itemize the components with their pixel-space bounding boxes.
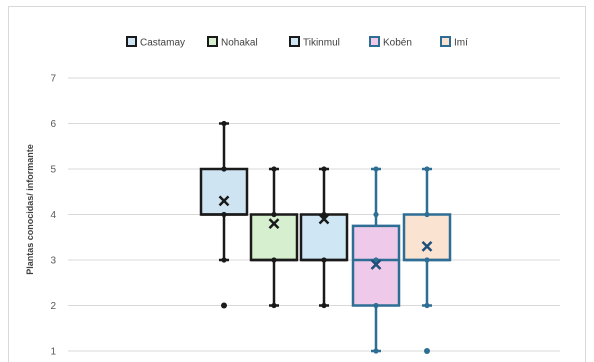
data-point-kobén: [373, 302, 379, 309]
legend-label-castamay: Castamay: [140, 38, 185, 49]
mean-marker-imí: [421, 240, 433, 252]
y-tick-label: 2: [50, 301, 56, 312]
y-tick-label: 3: [50, 256, 56, 267]
data-point-nohakal: [271, 302, 277, 309]
data-point-tikinmul: [321, 302, 327, 309]
data-point-kobén: [373, 257, 379, 263]
data-point-castamay: [221, 257, 227, 263]
legend-swatch-tikinmul: [289, 36, 300, 47]
legend-label-tikinmul: Tikinmul: [303, 38, 340, 49]
mean-marker-nohakal: [268, 218, 280, 229]
box-castamay: [199, 167, 249, 216]
legend-swatch-imí: [440, 36, 451, 47]
mean-marker-tikinmul: [318, 213, 330, 225]
data-point-nohakal: [271, 166, 277, 172]
legend-label-imí: Imí: [454, 38, 468, 49]
y-tick-label: 5: [50, 165, 56, 176]
y-tick-label: 7: [50, 74, 56, 85]
data-point-kobén: [373, 166, 379, 172]
data-point-tikinmul: [321, 166, 327, 172]
data-point-kobén: [373, 348, 379, 354]
data-point-castamay: [221, 120, 227, 127]
data-point-tikinmul: [321, 211, 327, 218]
data-point-nohakal: [271, 211, 277, 218]
legend-swatch-castamay: [126, 36, 137, 47]
y-tick-label: 6: [50, 119, 56, 130]
data-point-tikinmul: [321, 257, 327, 263]
chart-area: [8, 6, 586, 362]
outlier-point-castamay: [221, 302, 227, 309]
data-point-nohakal: [271, 257, 277, 263]
data-point-imí: [424, 257, 430, 263]
y-tick-label: 1: [50, 347, 56, 358]
mean-marker-kobén: [370, 259, 382, 270]
data-point-imí: [424, 166, 430, 172]
data-point-castamay: [221, 211, 227, 218]
data-point-imí: [424, 302, 430, 309]
legend-label-nohakal: Nohakal: [221, 38, 258, 49]
legend-swatch-nohakal: [207, 36, 218, 47]
legend-label-kobén: Kobén: [383, 38, 412, 49]
data-point-imí: [424, 211, 430, 218]
legend-swatch-kobén: [369, 36, 380, 47]
y-axis-label: Plantas conocidas/ informante: [25, 144, 35, 275]
data-point-kobén: [373, 211, 379, 218]
y-tick-label: 4: [50, 210, 56, 221]
outlier-point-imí: [424, 348, 430, 354]
box-nohakal: [249, 213, 299, 262]
box-tikinmul: [299, 213, 349, 262]
box-imí: [402, 213, 452, 262]
mean-marker-castamay: [218, 195, 230, 207]
data-point-castamay: [221, 166, 227, 172]
